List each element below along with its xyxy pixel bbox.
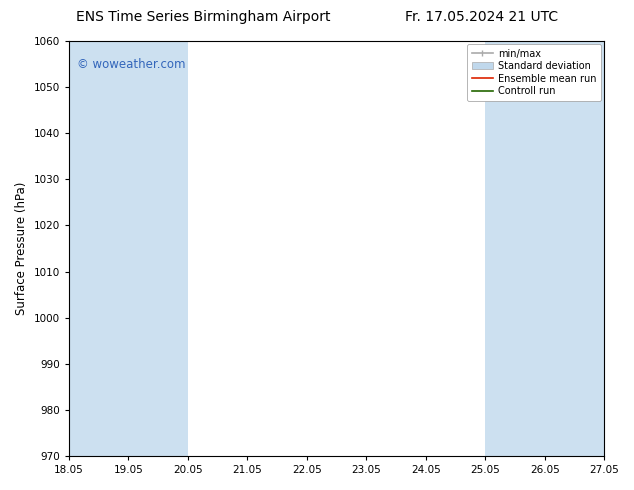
Bar (545, 41, 604, 456)
Bar (69, 41, 128, 456)
Y-axis label: Surface Pressure (hPa): Surface Pressure (hPa) (15, 182, 28, 315)
Bar (128, 41, 188, 456)
Text: Fr. 17.05.2024 21 UTC: Fr. 17.05.2024 21 UTC (404, 10, 558, 24)
Bar (485, 41, 545, 456)
Text: © woweather.com: © woweather.com (77, 58, 185, 71)
Text: ENS Time Series Birmingham Airport: ENS Time Series Birmingham Airport (76, 10, 330, 24)
Legend: min/max, Standard deviation, Ensemble mean run, Controll run: min/max, Standard deviation, Ensemble me… (467, 44, 601, 101)
